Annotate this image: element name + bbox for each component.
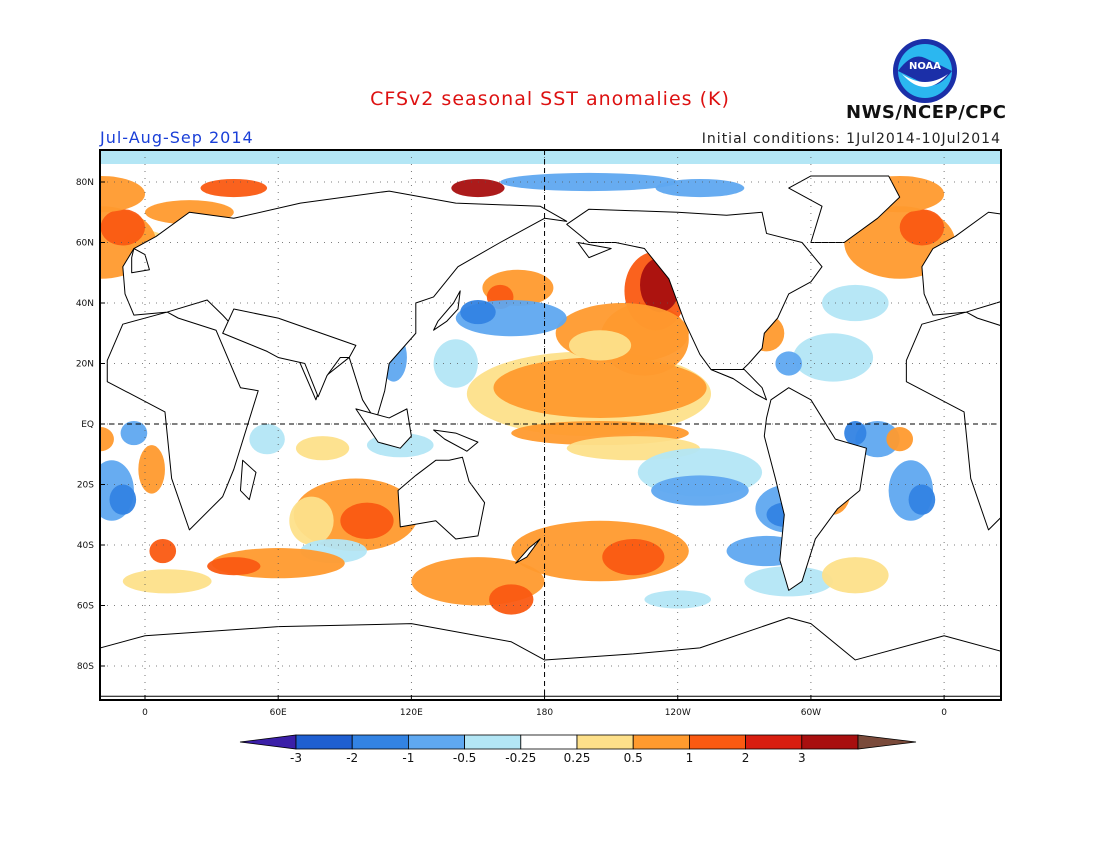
chart-title: CFSv2 seasonal SST anomalies (K) [370, 88, 730, 110]
landmass [577, 242, 612, 259]
anomaly-patch [207, 557, 261, 576]
lon-tick-label: 0 [142, 708, 148, 718]
anomaly-patch [45, 421, 67, 445]
anomaly-patch [651, 475, 749, 506]
anomaly-patch [0, 503, 3, 527]
anomaly-patch [886, 427, 914, 452]
anomaly-patch [822, 557, 889, 594]
anomaly-patch [908, 484, 936, 515]
landmass [566, 208, 823, 380]
lon-tick-label: 180 [536, 708, 553, 718]
lon-tick-label: 0 [941, 708, 947, 718]
anomaly-patch [0, 536, 7, 566]
period-label: Jul-Aug-Sep 2014 [100, 128, 254, 147]
anomaly-patch [23, 557, 90, 593]
lat-tick-label: 20N [76, 360, 94, 370]
landmass [905, 311, 1001, 531]
organization-label: NWS/NCEP/CPC [846, 102, 1007, 123]
anomaly-patch [200, 178, 268, 198]
anomaly-patch [149, 538, 177, 564]
anomaly-patch [493, 357, 707, 418]
anomaly-patch [822, 284, 889, 322]
lat-tick-label: 60N [76, 239, 94, 249]
landmass [788, 175, 901, 243]
anomaly-patch [793, 333, 874, 382]
anomaly-patch [289, 496, 334, 545]
landmass [100, 617, 1001, 697]
anomaly-patch [249, 424, 285, 455]
lon-tick-label: 60W [801, 708, 821, 718]
anomaly-patch [844, 420, 867, 446]
lon-tick-label: 120E [400, 708, 423, 718]
anomaly-patch [122, 569, 212, 594]
anomaly-patch [0, 333, 74, 381]
lon-tick-label: 120W [665, 708, 691, 718]
anomaly-patch [0, 351, 3, 375]
anomaly-patch [120, 420, 148, 446]
landmass [222, 308, 357, 398]
anomaly-patch [100, 209, 145, 246]
anomaly-patch [433, 339, 478, 388]
noaa-logo-icon: NOAA [893, 39, 957, 103]
anomaly-patch [100, 427, 114, 452]
anomaly-patch [340, 502, 394, 539]
anomaly-patch [655, 178, 745, 198]
anomaly-patch [109, 484, 137, 515]
anomaly-patch [295, 436, 350, 461]
initial-conditions-label: Initial conditions: 1Jul2014-10Jul2014 [701, 131, 1001, 147]
lat-tick-label: 40S [77, 541, 94, 551]
lat-tick-label: EQ [81, 420, 94, 430]
lon-tick-label: 60E [270, 708, 287, 718]
landmass [433, 290, 461, 331]
landmass [106, 311, 259, 531]
anomaly-patch [899, 209, 945, 246]
anomaly-patch [644, 590, 712, 609]
anomaly-patch [0, 485, 23, 533]
landmass [763, 387, 867, 591]
anomaly-patch [500, 172, 678, 192]
landmass [355, 408, 412, 449]
landmass [433, 429, 479, 452]
anomaly-patch [568, 330, 632, 361]
anomaly-patch [775, 351, 803, 376]
landmass [921, 211, 1001, 316]
svg-text:NOAA: NOAA [909, 61, 941, 72]
landmass [239, 459, 257, 501]
lat-tick-label: 80N [76, 178, 94, 188]
anomaly-patch [489, 584, 534, 615]
arctic-band [100, 150, 1001, 164]
landmass [397, 456, 486, 540]
lat-tick-label: 20S [77, 481, 94, 491]
anomaly-patch [451, 178, 505, 198]
anomaly-patch [602, 538, 665, 576]
map-frame [99, 149, 1002, 701]
landmass [131, 248, 150, 274]
anomaly-patch [0, 566, 34, 596]
anomaly-patch [16, 466, 52, 514]
landmass [710, 369, 768, 401]
anomaly-patch [138, 445, 165, 494]
anomaly-patch [100, 175, 145, 213]
lat-tick-label: 40N [76, 299, 94, 309]
anomaly-patch [460, 299, 496, 325]
lat-tick-label: 60S [77, 602, 94, 612]
lat-tick-label: 80S [77, 662, 94, 672]
